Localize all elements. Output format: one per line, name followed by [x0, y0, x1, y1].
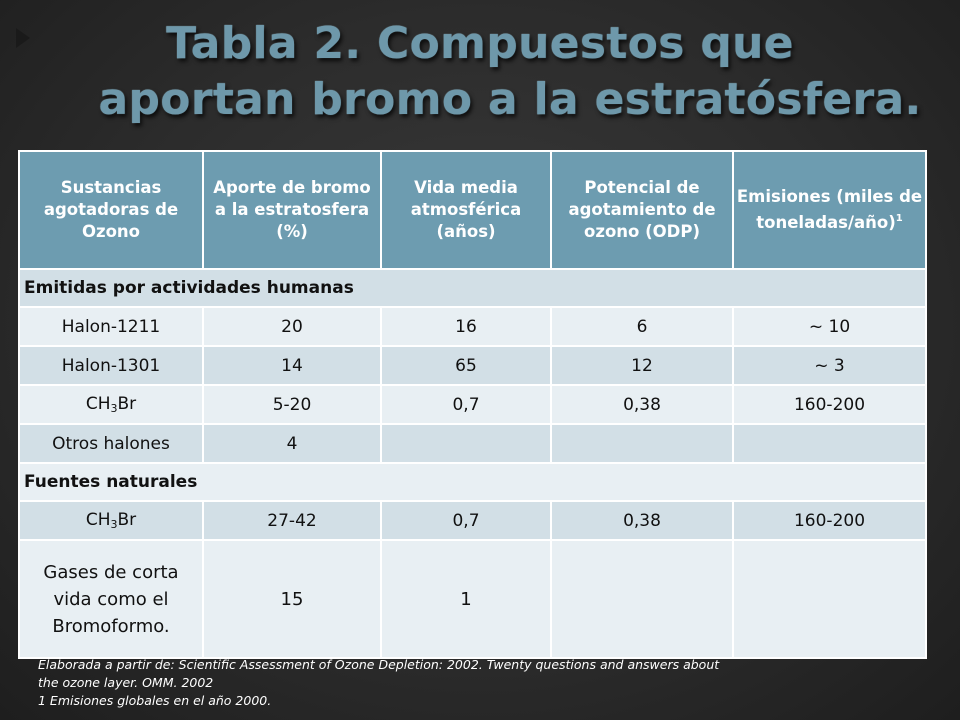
cell-substance: Gases de corta vida como el Bromoformo.	[18, 539, 204, 659]
footnote-line2: the ozone layer. OMM. 2002	[38, 675, 214, 690]
header-emissions-label: Emisiones (miles de toneladas/año)	[736, 187, 923, 232]
cell-lifetime: 0,7	[380, 384, 552, 425]
cell-lifetime: 0,7	[380, 500, 552, 541]
table-row: Gases de corta vida como el Bromoformo. …	[18, 539, 927, 659]
header-substances: Sustancias agotadoras de Ozono	[18, 150, 204, 270]
cell-bromine: 27-42	[202, 500, 382, 541]
formula-tail: Br	[117, 510, 137, 530]
header-atmospheric-lifetime: Vida media atmosférica (años)	[380, 150, 552, 270]
cell-emissions: 160-200	[732, 384, 927, 425]
cell-substance: Halon-1301	[18, 345, 204, 386]
cell-lifetime	[380, 423, 552, 464]
cell-substance: CH3Br	[18, 500, 204, 541]
formula-base: CH	[85, 394, 111, 414]
section-label-natural: Fuentes naturales	[18, 462, 927, 502]
cell-odp: 6	[550, 306, 734, 347]
cell-odp: 0,38	[550, 384, 734, 425]
table-row: Otros halones 4	[18, 423, 927, 464]
footnote: Elaborada a partir de: Scientific Assess…	[38, 656, 898, 710]
play-arrow-icon	[16, 28, 30, 48]
cell-emissions: ~ 3	[732, 345, 927, 386]
table-row: Halon-1211 20 16 6 ~ 10	[18, 306, 927, 347]
cell-emissions: ~ 10	[732, 306, 927, 347]
cell-lifetime: 16	[380, 306, 552, 347]
cell-bromine: 20	[202, 306, 382, 347]
slide-title: Tabla 2. Compuestos que aportan bromo a …	[20, 16, 940, 128]
table-header-row: Sustancias agotadoras de Ozono Aporte de…	[18, 150, 927, 270]
formula-sub: 3	[110, 518, 118, 531]
cell-bromine: 14	[202, 345, 382, 386]
cell-lifetime: 1	[380, 539, 552, 659]
cell-odp: 12	[550, 345, 734, 386]
header-emissions: Emisiones (miles de toneladas/año)1	[732, 150, 927, 270]
section-row-natural: Fuentes naturales	[18, 462, 927, 502]
header-odp: Potencial de agotamiento de ozono (ODP)	[550, 150, 734, 270]
header-bromine-contribution: Aporte de bromo a la estratosfera (%)	[202, 150, 382, 270]
cell-substance: CH3Br	[18, 384, 204, 425]
table-row: Halon-1301 14 65 12 ~ 3	[18, 345, 927, 386]
section-row-human: Emitidas por actividades humanas	[18, 268, 927, 308]
cell-bromine: 4	[202, 423, 382, 464]
slide-title-line1: Tabla 2. Compuestos que	[166, 18, 794, 69]
footnote-line3: 1 Emisiones globales en el año 2000.	[38, 693, 272, 708]
formula-tail: Br	[117, 394, 137, 414]
cell-odp	[550, 423, 734, 464]
table-row: CH3Br 27-42 0,7 0,38 160-200	[18, 500, 927, 541]
formula-sub: 3	[110, 402, 118, 415]
bromine-compounds-table: Sustancias agotadoras de Ozono Aporte de…	[18, 150, 927, 659]
cell-substance: Otros halones	[18, 423, 204, 464]
section-label-human: Emitidas por actividades humanas	[18, 268, 927, 308]
cell-bromine: 15	[202, 539, 382, 659]
cell-emissions	[732, 539, 927, 659]
cell-bromine: 5-20	[202, 384, 382, 425]
cell-lifetime: 65	[380, 345, 552, 386]
cell-odp: 0,38	[550, 500, 734, 541]
formula-base: CH	[85, 510, 111, 530]
cell-emissions	[732, 423, 927, 464]
footnote-line1: Elaborada a partir de: Scientific Assess…	[38, 657, 720, 672]
cell-emissions: 160-200	[732, 500, 927, 541]
header-emissions-sup: 1	[895, 213, 903, 224]
slide-title-line2: aportan bromo a la estratósfera.	[98, 74, 922, 125]
cell-substance: Halon-1211	[18, 306, 204, 347]
table-row: CH3Br 5-20 0,7 0,38 160-200	[18, 384, 927, 425]
cell-odp	[550, 539, 734, 659]
